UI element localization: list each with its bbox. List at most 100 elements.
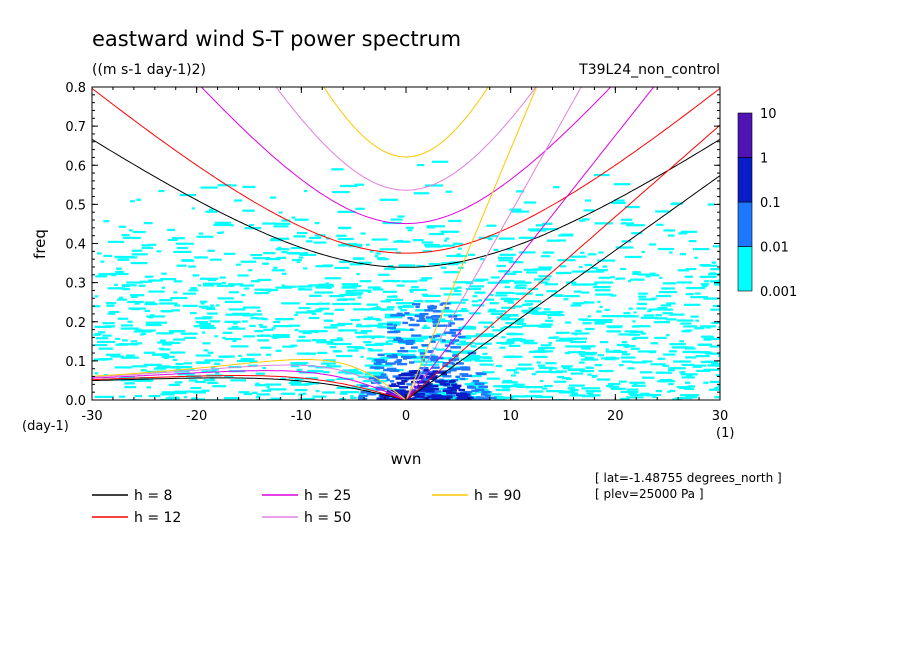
power-cell bbox=[561, 377, 570, 380]
power-cell bbox=[649, 272, 656, 275]
power-cell bbox=[329, 346, 337, 349]
power-cell bbox=[191, 397, 196, 400]
power-cell bbox=[312, 395, 327, 398]
power-cell bbox=[397, 215, 405, 218]
power-cell bbox=[170, 296, 188, 300]
power-cell bbox=[376, 257, 386, 260]
power-cell bbox=[331, 168, 344, 171]
power-cell bbox=[471, 304, 485, 307]
power-cell bbox=[275, 248, 290, 251]
power-cell bbox=[496, 264, 506, 268]
power-cell bbox=[156, 366, 168, 369]
power-cell bbox=[453, 281, 472, 284]
power-cell bbox=[174, 390, 187, 393]
power-cell bbox=[490, 276, 500, 279]
power-cell bbox=[250, 280, 261, 283]
power-cell bbox=[427, 305, 438, 308]
power-cell bbox=[386, 306, 395, 309]
power-cell bbox=[94, 343, 108, 347]
power-cell bbox=[414, 376, 424, 380]
power-cell bbox=[533, 268, 552, 271]
power-cell bbox=[555, 272, 566, 275]
power-cell bbox=[266, 353, 272, 356]
power-cell bbox=[294, 377, 304, 381]
power-cell bbox=[419, 380, 430, 384]
power-cell bbox=[437, 315, 442, 318]
power-cell bbox=[502, 385, 520, 388]
power-cell bbox=[516, 322, 527, 326]
y-tick-label: 0.5 bbox=[65, 198, 86, 213]
power-cell bbox=[688, 240, 697, 243]
power-cell bbox=[524, 395, 543, 398]
power-cell bbox=[308, 236, 321, 240]
power-cell bbox=[655, 389, 662, 393]
run-label: T39L24_non_control bbox=[578, 62, 720, 78]
power-cell bbox=[106, 304, 115, 307]
power-cell bbox=[646, 273, 657, 276]
power-cell bbox=[623, 344, 636, 348]
power-cell bbox=[132, 365, 148, 368]
power-cell bbox=[584, 199, 592, 202]
power-cell bbox=[402, 304, 412, 308]
power-cell bbox=[548, 316, 552, 319]
power-cell bbox=[441, 244, 455, 247]
power-cell bbox=[501, 389, 511, 392]
power-cell bbox=[345, 290, 353, 293]
power-cell bbox=[408, 370, 417, 373]
power-cell bbox=[396, 353, 410, 357]
power-cell bbox=[391, 383, 396, 386]
power-cell bbox=[510, 374, 516, 377]
power-cell bbox=[278, 211, 283, 214]
power-cell bbox=[648, 308, 663, 311]
power-cell bbox=[540, 323, 553, 326]
power-cell bbox=[621, 218, 633, 221]
power-cell bbox=[197, 284, 202, 287]
power-cell bbox=[397, 312, 403, 316]
power-cell bbox=[314, 330, 319, 334]
power-cell bbox=[228, 283, 244, 286]
power-cell bbox=[541, 255, 551, 258]
y-axis-ticks: 0.0 0.1 0.2 0.3 0.4 0.5 0.6 0.7 0.8 bbox=[65, 81, 720, 409]
power-cell bbox=[456, 286, 462, 289]
power-cell bbox=[118, 296, 124, 299]
power-cell bbox=[107, 240, 124, 244]
power-cell bbox=[124, 382, 135, 385]
power-cell bbox=[683, 325, 698, 328]
power-cell bbox=[499, 281, 510, 284]
power-cell bbox=[167, 238, 178, 242]
power-cell bbox=[371, 336, 375, 340]
power-cell bbox=[707, 364, 720, 367]
power-cell bbox=[463, 390, 473, 394]
power-cell bbox=[563, 298, 569, 301]
power-cell bbox=[487, 281, 501, 284]
power-cell bbox=[341, 283, 359, 286]
power-cell bbox=[500, 342, 512, 345]
power-cell bbox=[444, 344, 451, 347]
power-cell bbox=[684, 329, 693, 332]
power-cell bbox=[224, 300, 243, 304]
power-cell bbox=[174, 304, 181, 307]
power-cell bbox=[515, 292, 533, 295]
gravity-wave-curve bbox=[275, 87, 537, 191]
power-cell bbox=[390, 328, 406, 331]
power-cell bbox=[396, 362, 408, 366]
power-regions bbox=[357, 302, 497, 400]
power-cell bbox=[255, 372, 265, 375]
power-cell bbox=[221, 281, 226, 285]
power-cell bbox=[162, 341, 168, 344]
power-cell bbox=[168, 330, 182, 333]
power-cell bbox=[336, 354, 353, 358]
power-cell bbox=[171, 309, 180, 312]
power-cell bbox=[620, 356, 636, 359]
power-cell bbox=[393, 338, 404, 341]
power-cell bbox=[421, 358, 425, 362]
power-cell bbox=[517, 363, 532, 366]
power-cell bbox=[449, 396, 461, 399]
power-cell bbox=[427, 350, 433, 354]
power-cell bbox=[692, 365, 702, 368]
power-cell bbox=[620, 390, 639, 394]
power-cell bbox=[357, 398, 368, 400]
power-cell bbox=[618, 333, 637, 336]
power-cell bbox=[323, 285, 334, 288]
power-cell bbox=[375, 306, 380, 309]
